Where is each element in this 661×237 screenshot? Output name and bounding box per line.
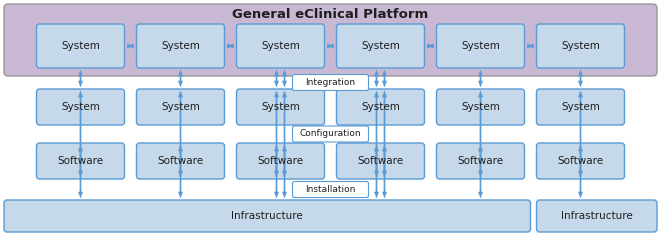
- FancyBboxPatch shape: [336, 24, 424, 68]
- FancyBboxPatch shape: [293, 74, 368, 91]
- FancyBboxPatch shape: [436, 89, 524, 125]
- Text: Software: Software: [257, 156, 303, 166]
- Text: Integration: Integration: [305, 78, 356, 87]
- FancyBboxPatch shape: [137, 143, 225, 179]
- FancyBboxPatch shape: [336, 143, 424, 179]
- Text: Software: Software: [157, 156, 204, 166]
- FancyBboxPatch shape: [436, 143, 524, 179]
- Text: Software: Software: [457, 156, 504, 166]
- Text: General eClinical Platform: General eClinical Platform: [233, 8, 428, 20]
- Text: System: System: [261, 41, 300, 51]
- FancyBboxPatch shape: [537, 200, 657, 232]
- Text: Software: Software: [58, 156, 104, 166]
- Text: System: System: [461, 41, 500, 51]
- FancyBboxPatch shape: [436, 24, 524, 68]
- FancyBboxPatch shape: [237, 143, 325, 179]
- FancyBboxPatch shape: [537, 143, 625, 179]
- FancyBboxPatch shape: [537, 24, 625, 68]
- Text: Infrastructure: Infrastructure: [231, 211, 303, 221]
- FancyBboxPatch shape: [36, 24, 124, 68]
- FancyBboxPatch shape: [36, 89, 124, 125]
- Text: System: System: [561, 41, 600, 51]
- FancyBboxPatch shape: [4, 200, 531, 232]
- FancyBboxPatch shape: [4, 4, 657, 76]
- Text: System: System: [261, 102, 300, 112]
- Text: Software: Software: [358, 156, 404, 166]
- Text: Installation: Installation: [305, 185, 356, 194]
- Text: System: System: [161, 41, 200, 51]
- FancyBboxPatch shape: [237, 89, 325, 125]
- FancyBboxPatch shape: [293, 182, 368, 197]
- Text: System: System: [561, 102, 600, 112]
- FancyBboxPatch shape: [537, 89, 625, 125]
- Text: System: System: [361, 102, 400, 112]
- Text: System: System: [61, 102, 100, 112]
- FancyBboxPatch shape: [36, 143, 124, 179]
- FancyBboxPatch shape: [293, 126, 368, 142]
- Text: System: System: [461, 102, 500, 112]
- FancyBboxPatch shape: [336, 89, 424, 125]
- Text: System: System: [361, 41, 400, 51]
- FancyBboxPatch shape: [137, 24, 225, 68]
- FancyBboxPatch shape: [237, 24, 325, 68]
- Text: Configuration: Configuration: [299, 129, 362, 138]
- Text: Infrastructure: Infrastructure: [561, 211, 633, 221]
- Text: System: System: [161, 102, 200, 112]
- Text: Software: Software: [557, 156, 603, 166]
- FancyBboxPatch shape: [137, 89, 225, 125]
- Text: System: System: [61, 41, 100, 51]
